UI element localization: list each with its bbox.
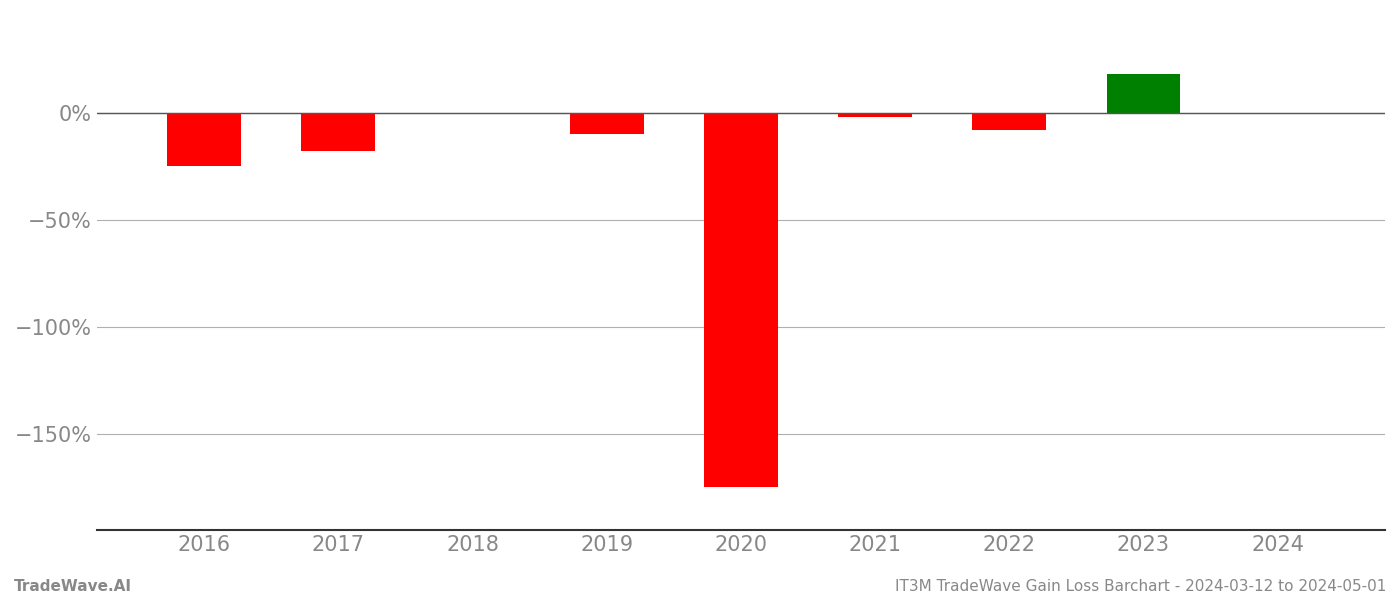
Text: TradeWave.AI: TradeWave.AI <box>14 579 132 594</box>
Text: IT3M TradeWave Gain Loss Barchart - 2024-03-12 to 2024-05-01: IT3M TradeWave Gain Loss Barchart - 2024… <box>895 579 1386 594</box>
Bar <box>704 113 778 487</box>
Bar <box>570 113 644 134</box>
Bar <box>168 113 241 166</box>
Bar <box>1106 74 1180 113</box>
Bar <box>301 113 375 151</box>
Bar <box>973 113 1046 130</box>
Bar <box>839 113 911 117</box>
